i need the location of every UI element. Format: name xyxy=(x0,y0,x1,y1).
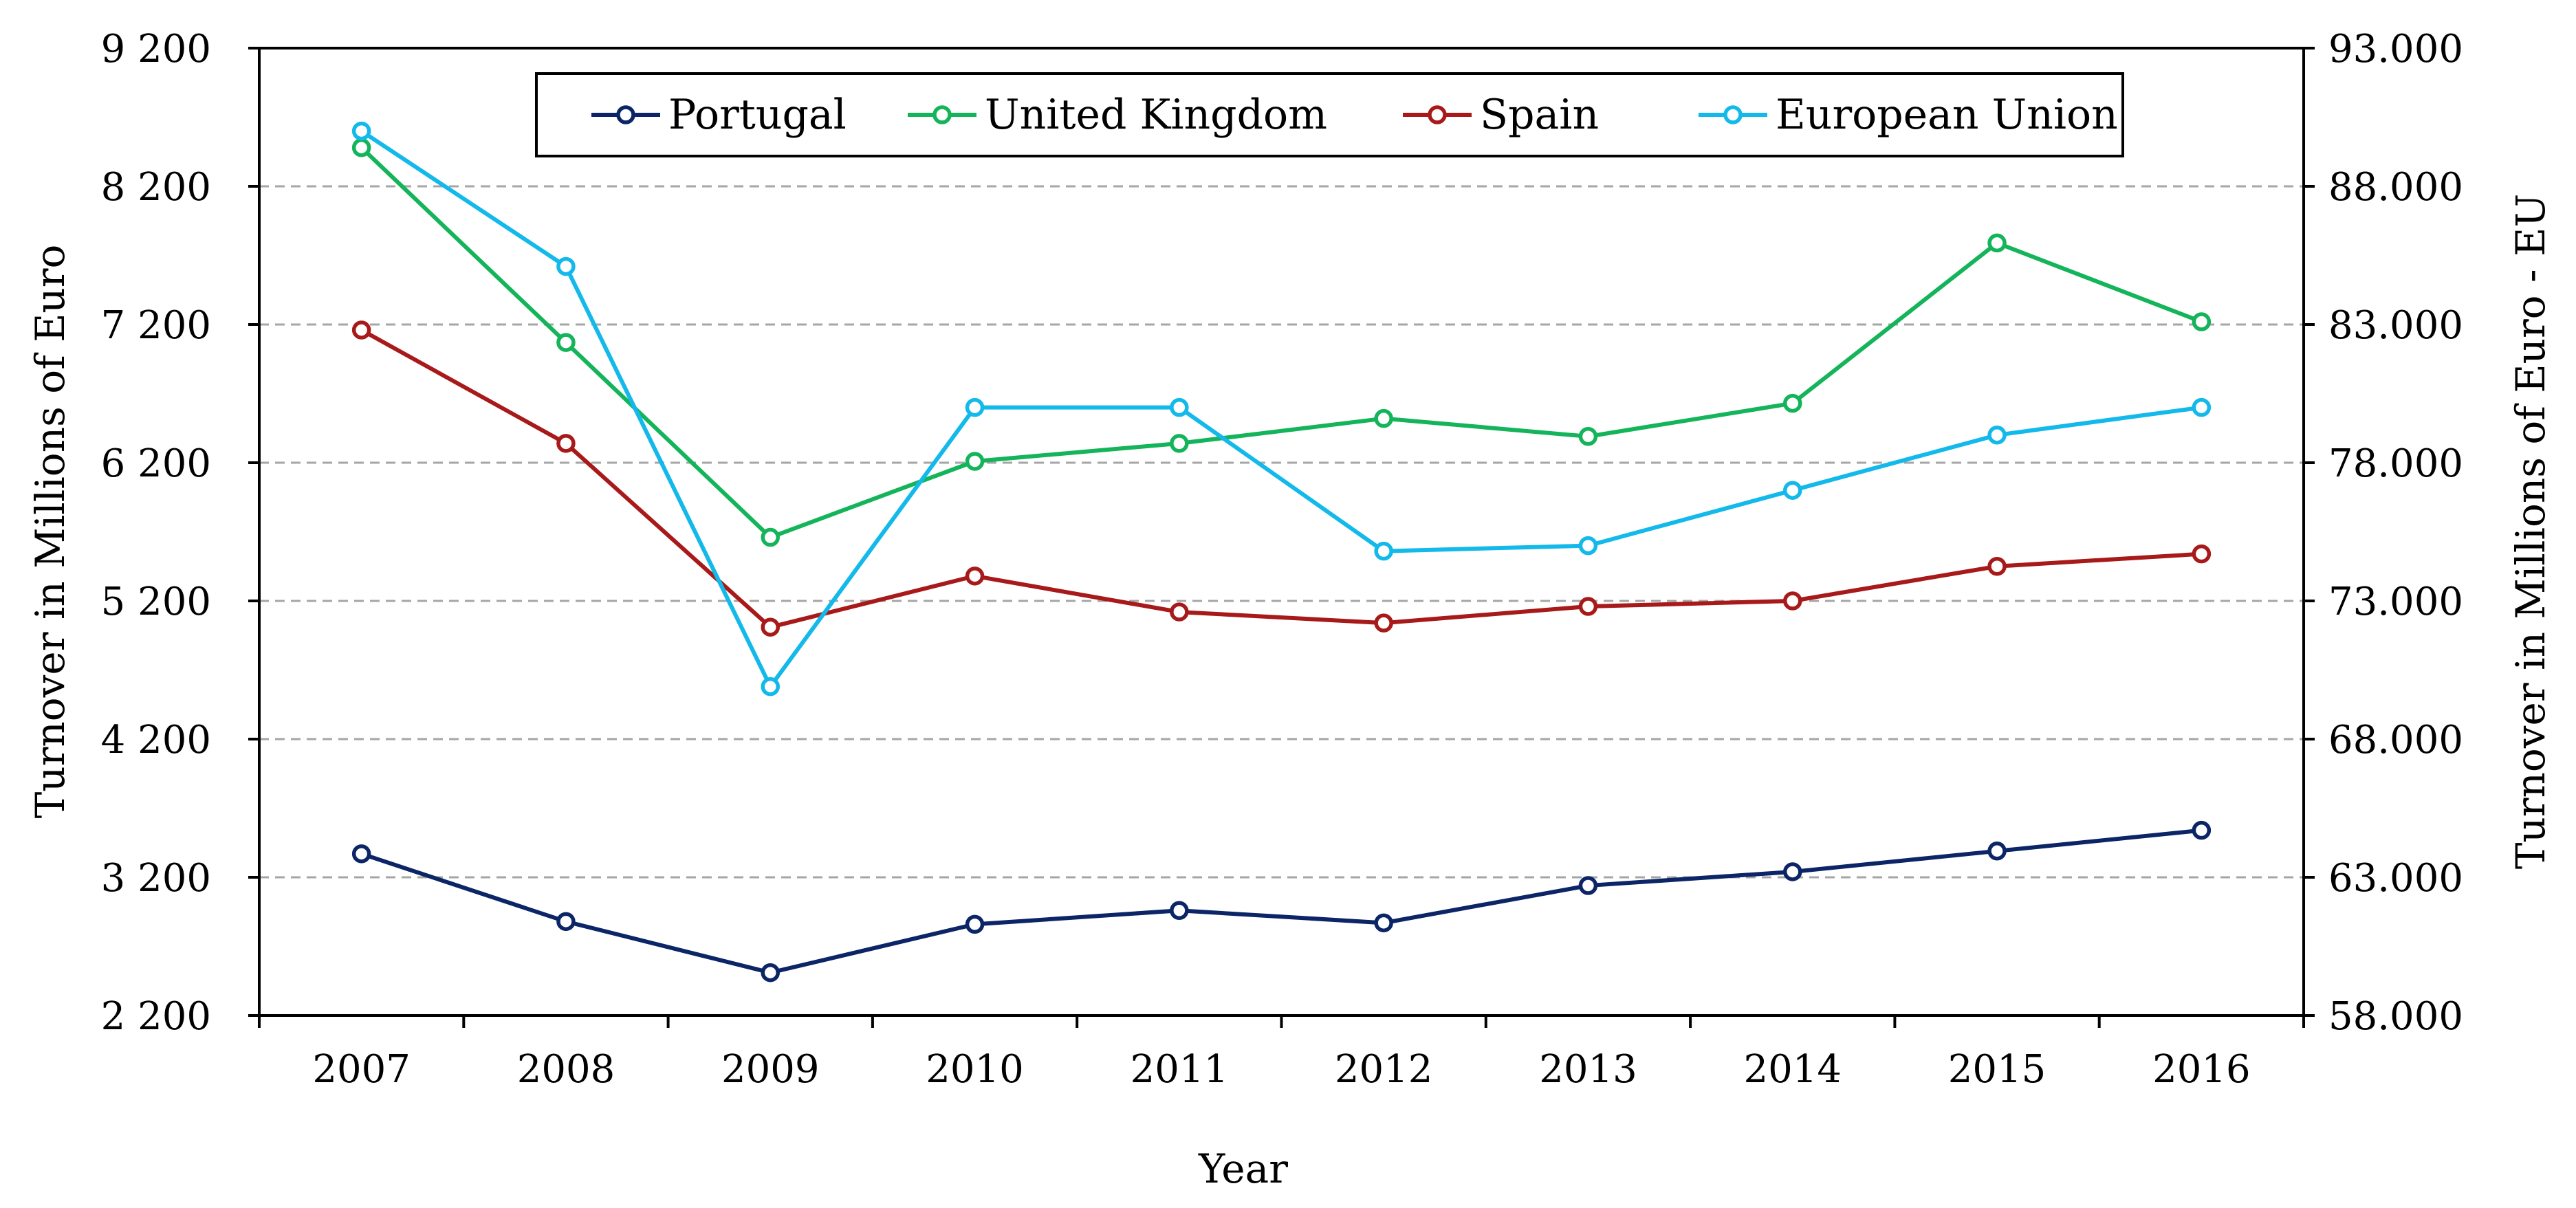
x-tick-label-2012: 2012 xyxy=(1335,1047,1433,1092)
point-spain-2012 xyxy=(1374,613,1393,633)
point-european-union-2016 xyxy=(2192,397,2212,417)
series-line-spain xyxy=(360,328,2202,630)
y-right-tick-label: 63.000 xyxy=(2328,856,2463,901)
point-united-kingdom-2011 xyxy=(1170,434,1189,453)
y-right-tick-label: 83.000 xyxy=(2328,303,2463,348)
point-european-union-2007 xyxy=(351,121,371,141)
point-portugal-2011 xyxy=(1170,901,1189,920)
point-portugal-2010 xyxy=(965,914,985,934)
point-european-union-2011 xyxy=(1170,397,1189,417)
point-european-union-2009 xyxy=(761,677,780,696)
series-lines xyxy=(351,121,2212,982)
point-spain-2011 xyxy=(1170,602,1189,622)
y-left-tick-label: 7 200 xyxy=(101,303,211,348)
x-tick-label-2011: 2011 xyxy=(1131,1047,1229,1092)
x-tick-label-2008: 2008 xyxy=(517,1047,615,1092)
x-tick-label-2014: 2014 xyxy=(1743,1047,1842,1092)
y-right-tick-label: 88.000 xyxy=(2328,165,2463,210)
legend-box xyxy=(535,72,2124,157)
point-portugal-2007 xyxy=(351,844,371,864)
point-european-union-2013 xyxy=(1578,536,1598,556)
point-united-kingdom-2007 xyxy=(351,138,371,157)
legend-label-european-union: European Union xyxy=(1776,91,2118,139)
point-european-union-2015 xyxy=(1987,426,2007,445)
legend: Portugal United Kingdom Spain European Unio… xyxy=(535,72,2124,157)
point-spain-2016 xyxy=(2192,544,2212,564)
point-portugal-2015 xyxy=(1987,842,2007,861)
y-left-tick-label: 8 200 xyxy=(101,165,211,210)
point-united-kingdom-2016 xyxy=(2192,312,2212,331)
series-line-european-union xyxy=(360,129,2202,689)
point-spain-2013 xyxy=(1578,597,1598,616)
point-spain-2010 xyxy=(965,567,985,586)
x-tick-label-2016: 2016 xyxy=(2152,1047,2251,1092)
point-spain-2009 xyxy=(761,617,780,637)
legend-marker-portugal xyxy=(616,105,635,124)
y-axis-right-title: Turnover in Millions of Euro - EU xyxy=(2507,194,2554,870)
y-left-tick-label: 2 200 xyxy=(101,994,211,1039)
x-tick-label-2009: 2009 xyxy=(721,1047,820,1092)
y-left-tick-label: 6 200 xyxy=(101,441,211,486)
legend-label-spain: Spain xyxy=(1480,91,1599,139)
y-right-tick-label: 58.000 xyxy=(2328,994,2463,1039)
point-united-kingdom-2015 xyxy=(1987,233,2007,253)
point-spain-2008 xyxy=(556,434,576,453)
legend-label-portugal: Portugal xyxy=(668,91,847,139)
y-left-tick-label: 5 200 xyxy=(101,580,211,624)
point-united-kingdom-2008 xyxy=(556,333,576,352)
point-european-union-2008 xyxy=(556,256,576,276)
point-european-union-2010 xyxy=(965,397,985,417)
point-portugal-2016 xyxy=(2192,820,2212,840)
point-portugal-2014 xyxy=(1783,862,1802,881)
axis-tick-labels: 2 200 3 200 4 200 5 200 6 200 7 200 8 200 9 200… xyxy=(101,27,2463,1092)
legend-label-united-kingdom: United Kingdom xyxy=(985,91,1327,139)
y-right-tick-label: 68.000 xyxy=(2328,718,2463,762)
point-spain-2015 xyxy=(1987,557,2007,576)
point-european-union-2014 xyxy=(1783,481,1802,500)
legend-marker-united-kingdom xyxy=(932,105,952,124)
plot-area-frame xyxy=(258,47,2305,1017)
point-spain-2014 xyxy=(1783,591,1802,611)
y-axis-left-title: Turnover in Millions of Euro xyxy=(27,245,74,819)
y-right-tick-label: 93.000 xyxy=(2328,27,2463,72)
point-portugal-2013 xyxy=(1578,876,1598,895)
y-right-tick-label: 78.000 xyxy=(2328,441,2463,486)
y-left-tick-label: 3 200 xyxy=(101,856,211,901)
x-tick-label-2007: 2007 xyxy=(312,1047,411,1092)
series-line-portugal xyxy=(360,828,2202,975)
point-united-kingdom-2012 xyxy=(1374,408,1393,428)
point-portugal-2012 xyxy=(1374,913,1393,933)
y-left-tick-label: 9 200 xyxy=(101,27,211,72)
axis-ticks xyxy=(248,47,2315,1028)
x-axis-title: Year xyxy=(1198,1145,1288,1192)
point-united-kingdom-2010 xyxy=(965,452,985,471)
series-line-united-kingdom xyxy=(360,146,2203,540)
x-tick-label-2013: 2013 xyxy=(1539,1047,1637,1092)
legend-marker-spain xyxy=(1428,105,1447,124)
point-portugal-2008 xyxy=(556,912,576,932)
x-tick-label-2015: 2015 xyxy=(1948,1047,2046,1092)
legend-marker-european-union xyxy=(1723,105,1743,124)
gridlines xyxy=(259,185,2304,879)
point-united-kingdom-2014 xyxy=(1783,393,1802,413)
point-united-kingdom-2009 xyxy=(761,527,780,547)
point-spain-2007 xyxy=(351,320,371,340)
y-left-tick-label: 4 200 xyxy=(101,718,211,762)
y-right-tick-label: 73.000 xyxy=(2328,580,2463,624)
point-united-kingdom-2013 xyxy=(1578,427,1598,446)
x-tick-label-2010: 2010 xyxy=(926,1047,1024,1092)
point-portugal-2009 xyxy=(761,963,780,982)
point-european-union-2012 xyxy=(1374,541,1393,561)
